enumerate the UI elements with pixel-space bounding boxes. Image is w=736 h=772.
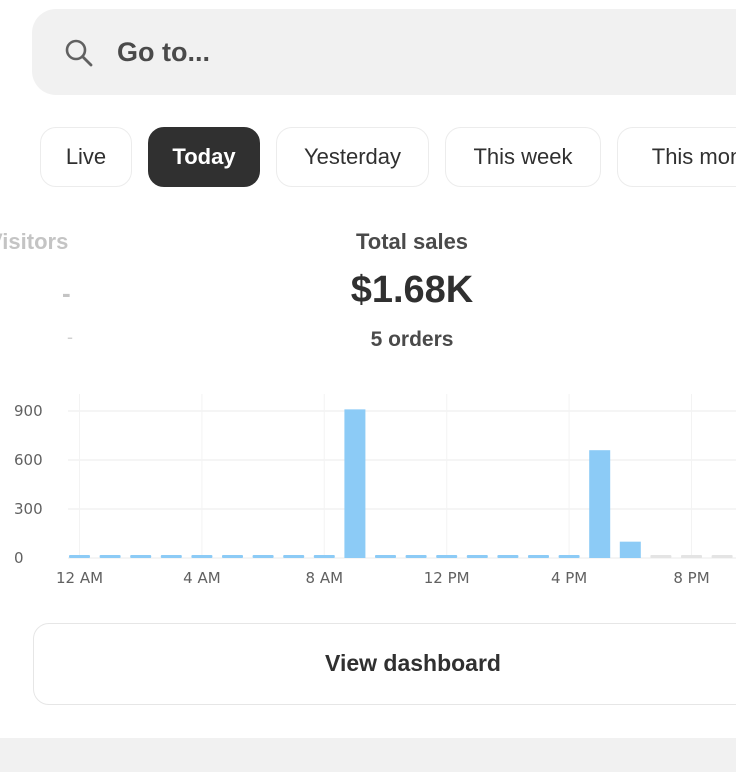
bar bbox=[375, 555, 396, 558]
tab-yesterday[interactable]: Yesterday bbox=[276, 127, 429, 187]
bar bbox=[497, 555, 519, 558]
x-tick-label: 8 AM bbox=[306, 569, 344, 587]
y-tick-label: 900 bbox=[14, 402, 43, 420]
visitors-subvalue: - bbox=[67, 327, 73, 347]
y-tick-label: 0 bbox=[14, 549, 24, 567]
x-tick-label: 8 PM bbox=[673, 569, 709, 587]
total-sales-value: $1.68K bbox=[350, 269, 474, 311]
y-tick-label: 300 bbox=[14, 500, 43, 518]
search-icon bbox=[65, 39, 93, 67]
date-range-tabs: Live Today Yesterday This week This mon bbox=[40, 127, 736, 189]
bar bbox=[344, 409, 366, 558]
bar bbox=[191, 555, 213, 558]
bar bbox=[619, 541, 641, 558]
view-dashboard-button[interactable] bbox=[33, 623, 736, 705]
bar bbox=[405, 555, 427, 558]
bar bbox=[558, 555, 580, 558]
bar bbox=[130, 555, 152, 558]
tab-this-week[interactable]: This week bbox=[445, 127, 601, 187]
bar bbox=[528, 555, 549, 558]
tab-today[interactable]: Today bbox=[148, 127, 260, 187]
y-tick-label: 600 bbox=[14, 451, 43, 469]
bar bbox=[252, 555, 274, 558]
bar bbox=[466, 555, 488, 558]
orders-count: 5 orders bbox=[370, 328, 454, 351]
x-tick-label: 4 PM bbox=[551, 569, 587, 587]
bar bbox=[436, 555, 458, 558]
bar bbox=[711, 555, 733, 558]
bar bbox=[99, 555, 121, 558]
bar bbox=[313, 555, 335, 558]
sales-bar-chart[interactable]: 0 300 600 900 12 AM 4 AM 8 AM 12 PM 4 PM 8 PM bbox=[0, 380, 736, 600]
total-sales-label[interactable]: Total sales bbox=[355, 229, 469, 254]
bar bbox=[650, 555, 672, 558]
x-tick-label: 12 AM bbox=[56, 569, 103, 587]
visitors-label[interactable]: Visitors bbox=[0, 229, 69, 254]
search-bar[interactable] bbox=[32, 9, 736, 95]
bottom-divider bbox=[0, 738, 736, 772]
bar bbox=[283, 555, 305, 558]
visitors-value: - bbox=[62, 278, 71, 308]
bar bbox=[222, 555, 243, 558]
view-dashboard-label[interactable]: View dashboard bbox=[325, 650, 501, 676]
bar bbox=[681, 555, 702, 558]
x-tick-label: 4 AM bbox=[183, 569, 221, 587]
tab-this-month[interactable]: This mon bbox=[617, 127, 736, 187]
tab-live[interactable]: Live bbox=[40, 127, 132, 187]
bar bbox=[589, 450, 611, 558]
bar bbox=[160, 555, 182, 558]
x-tick-label: 12 PM bbox=[424, 569, 470, 587]
bar bbox=[69, 555, 90, 558]
search-placeholder[interactable]: Go to... bbox=[117, 37, 210, 67]
